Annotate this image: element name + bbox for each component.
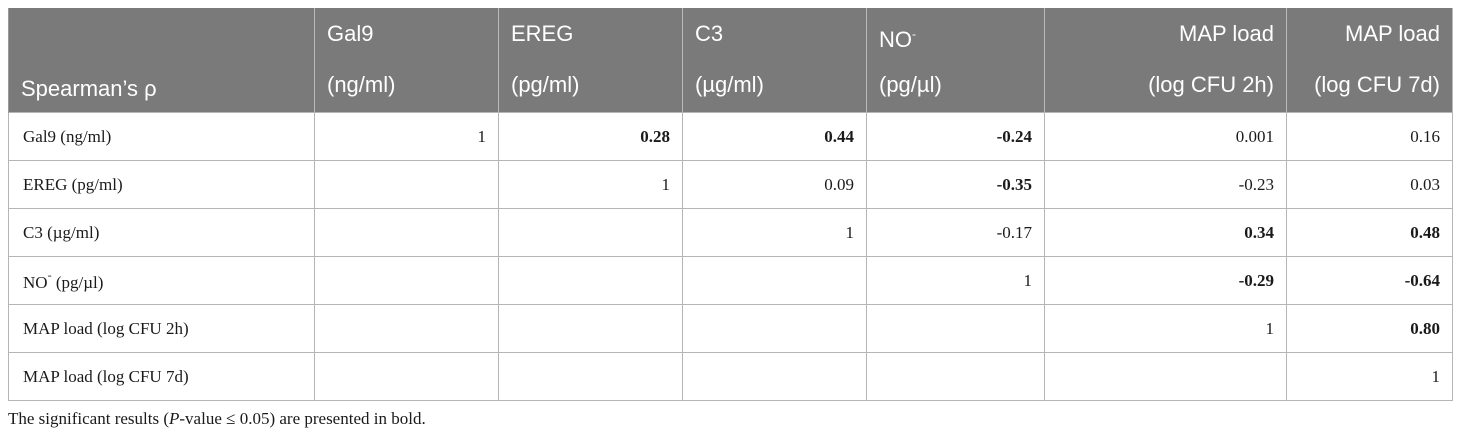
header-line2: (µg/ml)	[695, 72, 764, 97]
row-label-superscript: -	[47, 268, 52, 282]
row-label: C3 (µg/ml)	[8, 208, 315, 257]
table-row: EREG (pg/ml) 1 0.09 -0.35 -0.23 0.03	[8, 160, 1453, 209]
correlation-table-container: Spearman’s ρ Gal9 (ng/ml) EREG (pg/ml) C…	[8, 8, 1453, 401]
footnote-suffix: -value ≤ 0.05) are presented in bold.	[179, 409, 426, 428]
header-line2: (log CFU 7d)	[1314, 72, 1440, 97]
footnote-prefix: The significant results (	[8, 409, 169, 428]
table-row: Gal9 (ng/ml) 1 0.28 0.44 -0.24 0.001 0.1…	[8, 112, 1453, 161]
table-row: MAP load (log CFU 7d) 1	[8, 352, 1453, 401]
table-cell: -0.24	[866, 112, 1045, 161]
table-cell	[314, 256, 499, 305]
footnote-italic: P	[169, 409, 180, 428]
table-cell: 0.34	[1044, 208, 1287, 257]
table-cell	[498, 352, 683, 401]
header-map-7d: MAP load (log CFU 7d)	[1286, 8, 1453, 113]
header-map-2h: MAP load (log CFU 2h)	[1044, 8, 1287, 113]
header-corner: Spearman’s ρ	[8, 8, 315, 113]
table-cell	[314, 160, 499, 209]
table-cell	[498, 208, 683, 257]
table-cell: 0.80	[1286, 304, 1453, 353]
table-cell: -0.64	[1286, 256, 1453, 305]
table-cell: -0.35	[866, 160, 1045, 209]
table-body: Gal9 (ng/ml) 1 0.28 0.44 -0.24 0.001 0.1…	[8, 112, 1453, 401]
table-cell	[682, 304, 867, 353]
table-cell	[1044, 352, 1287, 401]
header-c3: C3 (µg/ml)	[682, 8, 867, 113]
header-line2: (pg/ml)	[511, 72, 580, 97]
table-cell	[866, 304, 1045, 353]
header-line2: (log CFU 2h)	[1148, 72, 1274, 97]
header-line1: NO-	[879, 8, 1032, 60]
header-line1: EREG	[511, 21, 574, 46]
header-line1: Gal9	[327, 21, 374, 46]
table-cell	[498, 256, 683, 305]
table-cell: 0.001	[1044, 112, 1287, 161]
header-no-superscript: -	[912, 27, 916, 41]
header-no: NO- (pg/µl)	[866, 8, 1045, 113]
table-row: C3 (µg/ml) 1 -0.17 0.34 0.48	[8, 208, 1453, 257]
table-cell: 0.09	[682, 160, 867, 209]
header-ereg: EREG (pg/ml)	[498, 8, 683, 113]
header-line2: (pg/µl)	[879, 72, 942, 97]
table-cell	[314, 352, 499, 401]
row-label: EREG (pg/ml)	[8, 160, 315, 209]
table-cell: -0.23	[1044, 160, 1287, 209]
row-label-unit: (pg/µl)	[51, 273, 104, 292]
table-row: NO- (pg/µl) 1 -0.29 -0.64	[8, 256, 1453, 305]
row-label: MAP load (log CFU 2h)	[8, 304, 315, 353]
table-cell	[498, 304, 683, 353]
table-cell	[682, 256, 867, 305]
table-cell: 0.44	[682, 112, 867, 161]
table-cell: -0.29	[1044, 256, 1287, 305]
row-label: Gal9 (ng/ml)	[8, 112, 315, 161]
table-cell: 1	[1044, 304, 1287, 353]
table-cell: 1	[498, 160, 683, 209]
table-header: Spearman’s ρ Gal9 (ng/ml) EREG (pg/ml) C…	[8, 8, 1453, 113]
table-cell: 1	[682, 208, 867, 257]
header-line1: C3	[695, 21, 724, 46]
table-cell: 0.03	[1286, 160, 1453, 209]
table-cell: -0.17	[866, 208, 1045, 257]
table-cell: 0.28	[498, 112, 683, 161]
row-label: MAP load (log CFU 7d)	[8, 352, 315, 401]
header-no-text: NO	[879, 27, 912, 52]
table-cell	[682, 352, 867, 401]
table-cell: 1	[866, 256, 1045, 305]
header-line2: (ng/ml)	[327, 72, 396, 97]
table-cell	[314, 208, 499, 257]
row-label: NO- (pg/µl)	[8, 256, 315, 305]
table-cell: 0.16	[1286, 112, 1453, 161]
table-cell: 1	[1286, 352, 1453, 401]
table-cell: 1	[314, 112, 499, 161]
table-footnote: The significant results (P-value ≤ 0.05)…	[8, 409, 426, 429]
header-gal9: Gal9 (ng/ml)	[314, 8, 499, 113]
header-line1: MAP load	[1345, 21, 1440, 46]
table-cell: 0.48	[1286, 208, 1453, 257]
table-cell	[866, 352, 1045, 401]
header-row: Spearman’s ρ Gal9 (ng/ml) EREG (pg/ml) C…	[8, 8, 1453, 113]
corner-label: Spearman’s ρ	[21, 76, 157, 101]
row-label-text: NO	[23, 273, 48, 292]
table-cell	[314, 304, 499, 353]
table-row: MAP load (log CFU 2h) 1 0.80	[8, 304, 1453, 353]
correlation-table: Spearman’s ρ Gal9 (ng/ml) EREG (pg/ml) C…	[8, 8, 1453, 401]
header-line1: MAP load	[1179, 21, 1274, 46]
